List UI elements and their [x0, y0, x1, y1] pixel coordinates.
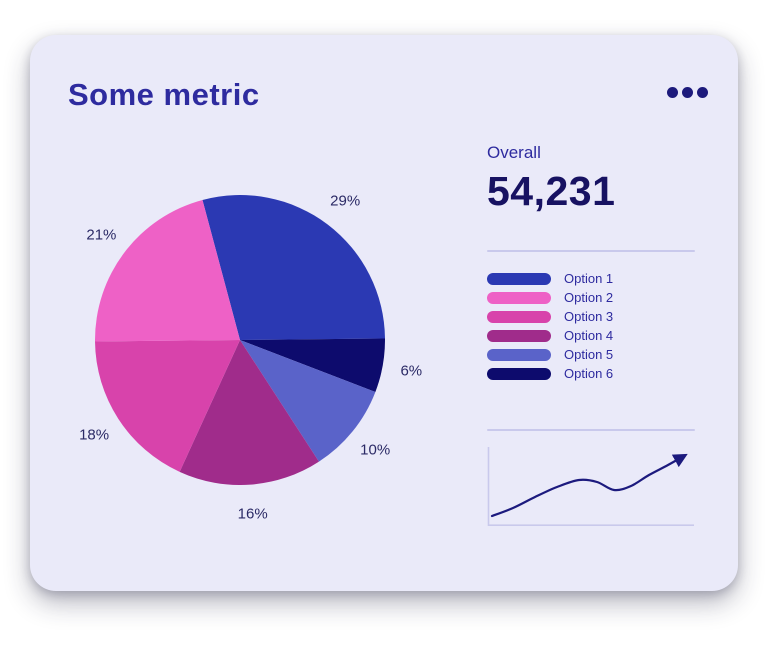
legend-label: Option 4	[564, 328, 614, 344]
overall-value: 54,231	[487, 168, 616, 214]
ellipsis-dot	[697, 87, 708, 98]
legend-swatch	[487, 310, 551, 323]
legend-swatch	[487, 367, 551, 380]
divider	[487, 250, 695, 253]
pie-slice-label: 6%	[400, 362, 423, 380]
legend-swatch	[487, 329, 551, 342]
legend-item: Option 1	[487, 269, 695, 288]
legend-label: Option 1	[564, 271, 614, 287]
legend-label: Option 6	[564, 366, 614, 382]
pie-slice-label: 16%	[237, 505, 268, 522]
sparkline-axes	[487, 447, 694, 527]
legend-label: Option 5	[564, 347, 614, 363]
legend-item: Option 6	[487, 364, 695, 383]
legend-swatch	[487, 291, 551, 304]
legend-label: Option 3	[564, 309, 614, 325]
divider	[487, 429, 695, 432]
legend-item: Option 5	[487, 345, 695, 364]
legend-label: Option 2	[564, 290, 614, 306]
pie-slice	[179, 340, 319, 485]
more-menu-button[interactable]	[663, 83, 712, 102]
pie-chart-area: 29% 6% 10% 16% 18% 21%	[30, 135, 470, 575]
legend-item: Option 4	[487, 326, 695, 345]
ellipsis-dot	[682, 87, 693, 98]
pie-slice	[202, 195, 385, 340]
ellipsis-icon	[667, 87, 708, 98]
legend-swatch	[487, 272, 551, 285]
pie-slice	[95, 199, 240, 342]
legend: Option 1 Option 2 Option 3 Option 4 Option 5…	[487, 269, 695, 383]
legend-item: Option 2	[487, 288, 695, 307]
legend-item: Option 3	[487, 307, 695, 326]
pie-slice	[95, 340, 240, 472]
overall-label: Overall	[487, 143, 541, 162]
trend-sparkline	[487, 447, 694, 527]
pie-chart	[95, 195, 385, 485]
ellipsis-dot	[667, 87, 678, 98]
page-title: Some metric	[68, 77, 260, 112]
metric-card: Some metric 29% 6% 10% 16% 18% 21% Overall 54…	[30, 35, 738, 591]
pie-slice	[240, 340, 376, 462]
pie-slice	[240, 338, 385, 392]
trend-line	[490, 454, 688, 518]
legend-swatch	[487, 348, 551, 361]
